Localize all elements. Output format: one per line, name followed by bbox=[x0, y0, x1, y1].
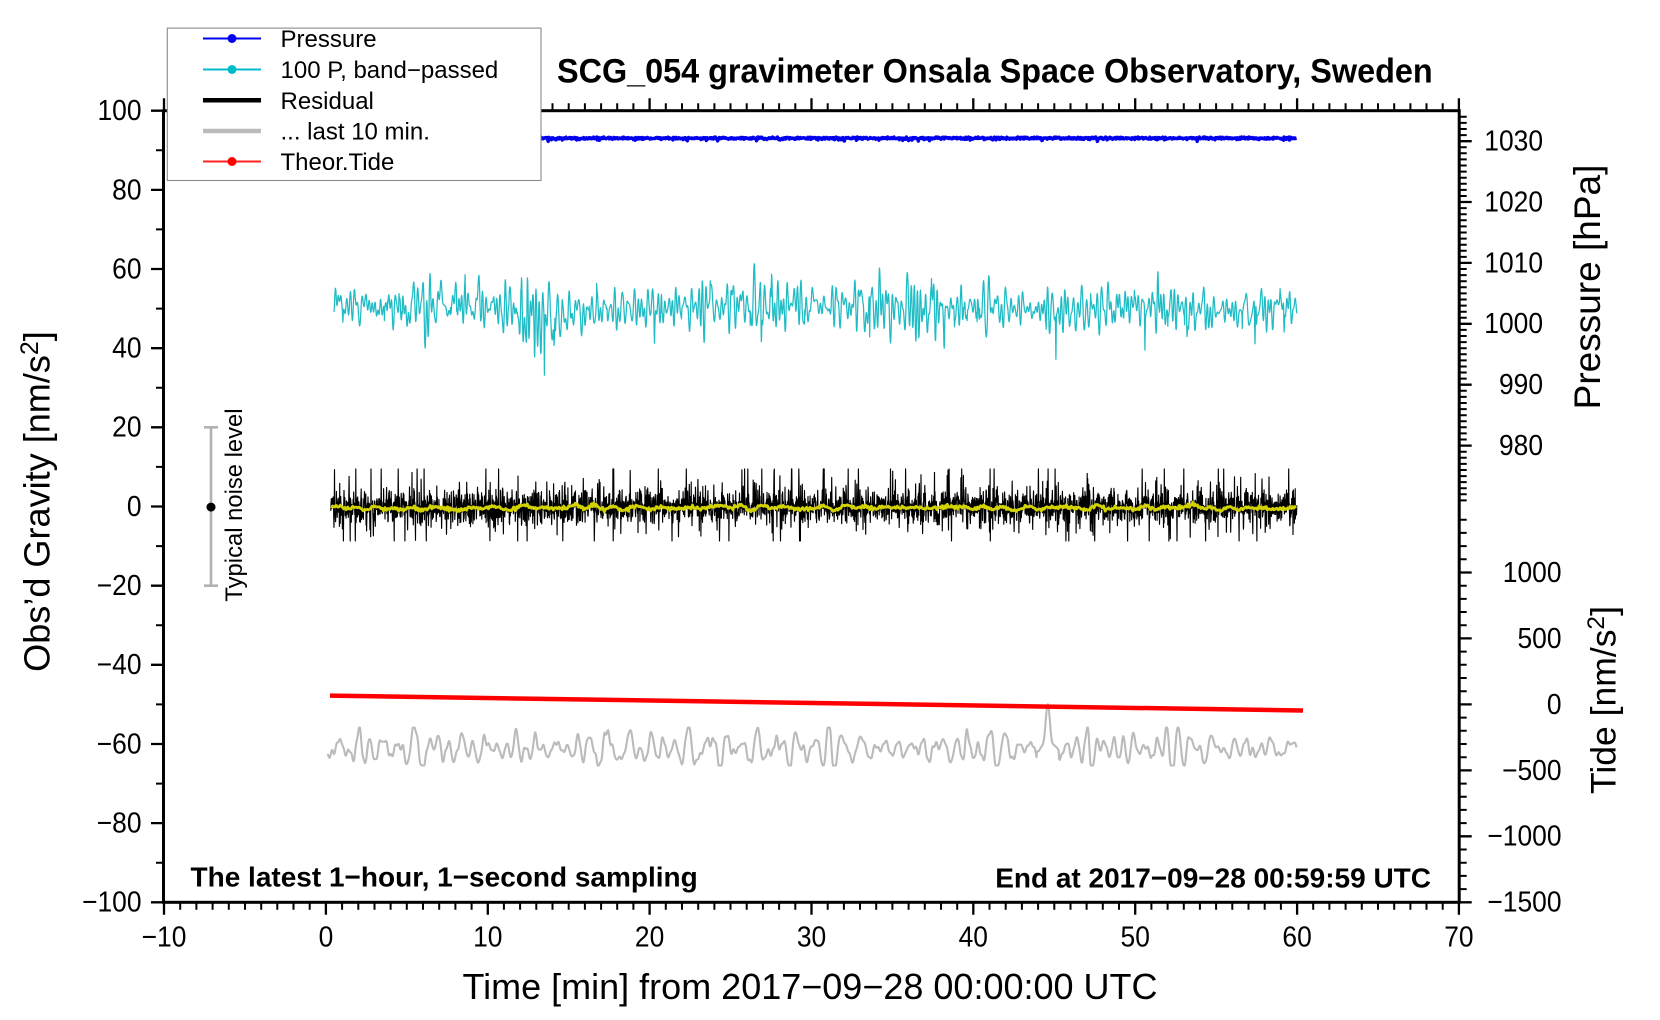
svg-text:30: 30 bbox=[797, 920, 826, 952]
svg-text:−100: −100 bbox=[82, 886, 141, 918]
svg-text:100 P, band−passed: 100 P, band−passed bbox=[281, 57, 499, 84]
svg-text:Theor.Tide: Theor.Tide bbox=[281, 149, 395, 176]
svg-text:Tide [nm/s2]: Tide [nm/s2] bbox=[1583, 606, 1624, 794]
svg-text:1010: 1010 bbox=[1484, 246, 1543, 278]
svg-text:0: 0 bbox=[127, 490, 142, 522]
svg-text:Pressure [hPa]: Pressure [hPa] bbox=[1567, 165, 1608, 410]
svg-text:40: 40 bbox=[959, 920, 988, 952]
svg-text:−80: −80 bbox=[97, 806, 142, 838]
svg-text:60: 60 bbox=[112, 252, 141, 284]
svg-text:−1000: −1000 bbox=[1487, 820, 1561, 852]
svg-text:80: 80 bbox=[112, 173, 141, 205]
svg-text:SCG_054 gravimeter Onsala Spac: SCG_054 gravimeter Onsala Space Observat… bbox=[557, 53, 1433, 91]
svg-text:End at 2017−09−28 00:59:59 UTC: End at 2017−09−28 00:59:59 UTC bbox=[995, 863, 1431, 894]
svg-text:20: 20 bbox=[112, 411, 141, 443]
svg-text:1020: 1020 bbox=[1484, 185, 1543, 217]
svg-text:−20: −20 bbox=[97, 569, 142, 601]
svg-text:0: 0 bbox=[1547, 688, 1562, 720]
svg-text:... last 10 min.: ... last 10 min. bbox=[281, 119, 430, 146]
svg-text:−1500: −1500 bbox=[1487, 886, 1561, 918]
svg-text:70: 70 bbox=[1444, 920, 1473, 952]
svg-text:Obs’d Gravity [nm/s2]: Obs’d Gravity [nm/s2] bbox=[16, 331, 58, 672]
svg-text:Residual: Residual bbox=[281, 88, 374, 115]
svg-text:−500: −500 bbox=[1502, 754, 1561, 786]
svg-text:980: 980 bbox=[1499, 429, 1543, 461]
svg-text:50: 50 bbox=[1121, 920, 1150, 952]
svg-text:Time [min] from 2017−09−28 00:: Time [min] from 2017−09−28 00:00:00 UTC bbox=[463, 966, 1158, 1007]
svg-text:60: 60 bbox=[1282, 920, 1311, 952]
svg-text:40: 40 bbox=[112, 331, 141, 363]
svg-text:−10: −10 bbox=[142, 920, 187, 952]
svg-text:990: 990 bbox=[1499, 368, 1543, 400]
svg-text:Typical noise level: Typical noise level bbox=[221, 408, 248, 601]
svg-text:0: 0 bbox=[319, 920, 334, 952]
svg-text:100: 100 bbox=[97, 94, 141, 126]
svg-text:500: 500 bbox=[1517, 622, 1561, 654]
svg-text:−40: −40 bbox=[97, 648, 142, 680]
svg-text:1000: 1000 bbox=[1503, 556, 1562, 588]
svg-text:−60: −60 bbox=[97, 727, 142, 759]
svg-text:20: 20 bbox=[635, 920, 664, 952]
svg-text:The latest 1−hour, 1−second sa: The latest 1−hour, 1−second sampling bbox=[191, 862, 698, 893]
svg-text:1030: 1030 bbox=[1484, 124, 1543, 156]
svg-text:1000: 1000 bbox=[1484, 307, 1543, 339]
svg-text:Pressure: Pressure bbox=[281, 26, 377, 53]
svg-text:10: 10 bbox=[473, 920, 502, 952]
